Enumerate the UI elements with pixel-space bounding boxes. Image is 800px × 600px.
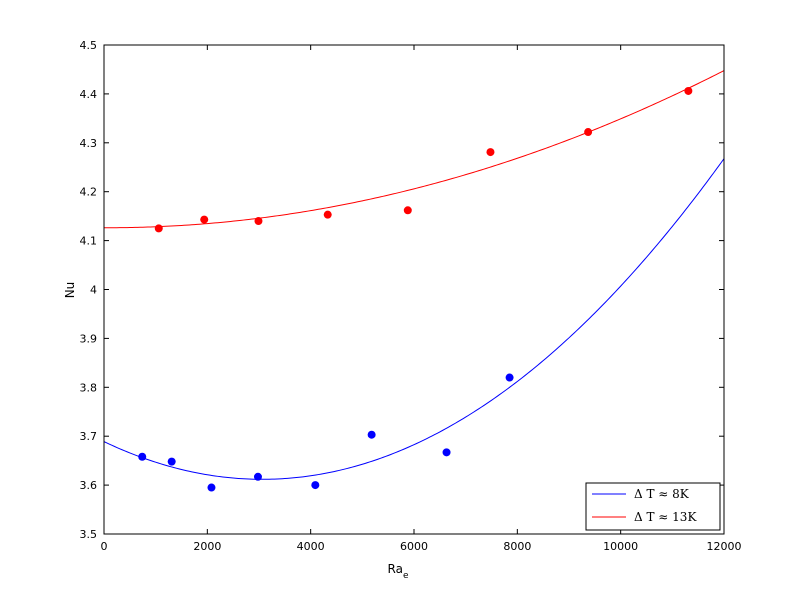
y-tick-label: 4.3 [80, 137, 98, 150]
data-point-series-1 [254, 217, 263, 226]
y-tick-label: 4 [90, 284, 97, 297]
y-tick-label: 3.5 [80, 528, 98, 541]
data-point-series-0 [505, 373, 514, 382]
data-point-series-0 [367, 430, 376, 439]
legend-label-13k: Δ T ≈ 13K [634, 510, 697, 524]
y-tick-label: 3.9 [80, 332, 98, 345]
legend-label-8k: Δ T ≈ 8K [634, 487, 690, 501]
y-axis-ticks: 3.5 3.6 3.7 3.8 3.9 4 4.1 4.2 4.3 4.4 4.5 [80, 39, 724, 541]
x-tick-label: 12000 [707, 540, 742, 553]
data-point-series-0 [442, 448, 451, 457]
plot-area [104, 45, 724, 534]
data-point-series-1 [154, 224, 163, 233]
data-point-series-0 [138, 452, 147, 461]
fit-curves [103, 70, 725, 480]
x-axis-label-subscript: e [403, 571, 409, 581]
data-point-series-1 [486, 148, 495, 157]
data-point-series-1 [584, 128, 593, 137]
x-axis-label: Rae [388, 562, 409, 581]
y-tick-label: 4.2 [80, 186, 98, 199]
y-tick-label: 3.7 [80, 430, 98, 443]
x-tick-label: 4000 [297, 540, 325, 553]
data-point-series-0 [167, 457, 176, 466]
data-point-series-1 [200, 215, 209, 224]
x-tick-label: 2000 [193, 540, 221, 553]
fit-curve-series-1 [104, 70, 725, 229]
y-axis-label: Nu [63, 282, 77, 299]
x-tick-label: 8000 [503, 540, 531, 553]
fit-curve-series-0 [103, 158, 725, 480]
x-tick-label: 0 [101, 540, 108, 553]
x-axis-ticks: 0 2000 4000 6000 8000 10000 12000 [101, 45, 742, 553]
x-tick-label: 6000 [400, 540, 428, 553]
data-points [138, 86, 693, 492]
y-tick-label: 3.8 [80, 381, 98, 394]
data-point-series-0 [253, 472, 262, 481]
data-point-series-1 [403, 206, 412, 215]
y-tick-label: 4.4 [80, 88, 98, 101]
data-point-series-0 [311, 481, 320, 490]
data-point-series-0 [207, 483, 216, 492]
y-tick-label: 4.1 [80, 235, 98, 248]
legend-box [585, 482, 721, 531]
y-tick-label: 4.5 [80, 39, 98, 52]
y-tick-label: 3.6 [80, 479, 98, 492]
data-point-series-1 [323, 210, 332, 219]
data-point-series-1 [684, 86, 693, 95]
x-tick-label: 10000 [603, 540, 638, 553]
x-axis-label-main: Ra [388, 562, 403, 576]
legend: Δ T ≈ 8K Δ T ≈ 13K [585, 482, 721, 531]
